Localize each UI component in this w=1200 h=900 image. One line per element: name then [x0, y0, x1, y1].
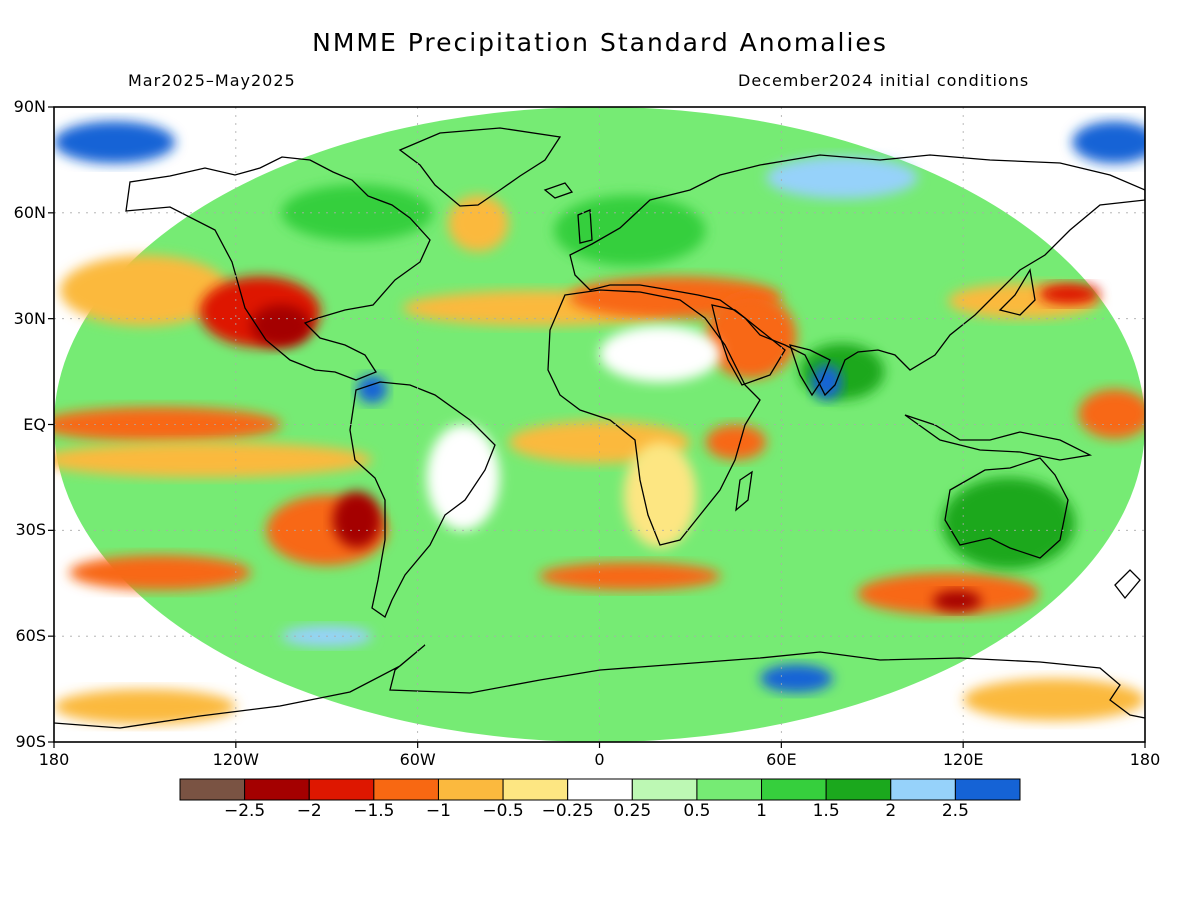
- anomaly-region-1: [54, 121, 176, 164]
- anomaly-region-6: [250, 304, 312, 347]
- colorbar-swatch: [631, 778, 698, 801]
- lon-label: 180: [1129, 750, 1161, 769]
- coast-new-zealand: [1114, 569, 1141, 600]
- coast-uk: [577, 209, 593, 244]
- lat-label: 30N: [13, 308, 46, 328]
- colorbar-label: −2: [296, 801, 322, 821]
- colorbar-swatch: [890, 778, 956, 801]
- colorbar-swatch: [244, 778, 310, 801]
- colorbar-swatch: [825, 778, 892, 801]
- anomaly-region-33: [760, 664, 833, 693]
- coastlines: [54, 127, 1145, 729]
- coast-greenland: [398, 127, 562, 207]
- anomaly-region-18: [705, 424, 767, 460]
- anomaly-region-30: [357, 375, 388, 404]
- colorbar-label: 0.25: [613, 801, 652, 821]
- initial-conditions: December2024 initial conditions: [738, 71, 1030, 90]
- anomaly-region-31: [54, 689, 236, 725]
- colorbar-swatch: [567, 778, 633, 801]
- anomaly-region-4: [60, 255, 230, 326]
- lat-label: EQ: [23, 414, 46, 434]
- colorbar-label: 1: [756, 801, 767, 821]
- colorbar-swatch: [502, 778, 569, 801]
- anomaly-region-21: [538, 562, 721, 591]
- anomaly-region-19: [623, 442, 697, 548]
- coast-australia: [944, 457, 1069, 559]
- axis-ticks: [48, 106, 1146, 748]
- anomaly-region-12: [54, 406, 282, 443]
- coast-africa: [547, 289, 761, 546]
- colorbar-swatch: [373, 778, 439, 801]
- colorbar: [179, 778, 1021, 801]
- anomaly-region-13: [54, 442, 373, 478]
- coast-iceland: [543, 182, 574, 199]
- colorbar-swatch: [761, 778, 827, 801]
- anomaly-region-24: [1078, 389, 1145, 439]
- anomaly-region-15: [332, 491, 382, 548]
- anomaly-region-23: [932, 590, 982, 612]
- colorbar-label: −1: [425, 801, 451, 821]
- colorbar-swatch: [437, 778, 504, 801]
- map-title: NMME Precipitation Standard Anomalies: [312, 28, 888, 57]
- lon-label: 60W: [399, 750, 436, 769]
- lat-label: 90N: [13, 97, 46, 116]
- anomaly-region-29: [941, 477, 1076, 570]
- lon-label: 120W: [212, 750, 259, 769]
- colorbar-label: 2.5: [941, 801, 969, 821]
- lon-label: 180: [38, 750, 70, 769]
- lon-label: 0: [594, 750, 605, 769]
- coast-south-america: [349, 381, 496, 618]
- colorbar-label: −2.5: [223, 801, 266, 821]
- colorbar-label: 0.5: [683, 801, 711, 821]
- colorbar-swatch: [308, 778, 375, 801]
- coast-north-america: [125, 156, 431, 381]
- lat-label: 90S: [15, 732, 46, 751]
- anomaly-region-26: [1038, 283, 1100, 305]
- anomaly-region-3: [766, 156, 918, 199]
- colorbar-label: 1.5: [812, 801, 840, 821]
- anomaly-region-10: [705, 293, 797, 379]
- anomaly-region-36: [281, 184, 433, 242]
- anomaly-region-28: [811, 364, 842, 400]
- anomaly-region-35: [554, 195, 706, 266]
- coast-india: [789, 344, 831, 397]
- anomaly-region-16: [426, 424, 500, 531]
- forecast-period: Mar2025–May2025: [128, 71, 296, 90]
- lat-label: 60S: [15, 626, 46, 646]
- graticule: [54, 107, 1145, 742]
- coast-arabia: [711, 304, 786, 386]
- anomaly-region-2: [1072, 121, 1145, 164]
- colorbar-label: 2: [885, 801, 897, 821]
- colorbar-swatch: [954, 778, 1021, 801]
- lat-label: 60N: [13, 202, 46, 222]
- colorbar-label: −0.5: [482, 801, 524, 821]
- lon-label: 60E: [766, 750, 797, 769]
- anomaly-region-7: [447, 195, 509, 252]
- anomaly-region-11: [599, 325, 721, 383]
- anomaly-region-32: [963, 678, 1145, 721]
- colorbar-swatch: [696, 778, 763, 801]
- lat-label: 30S: [15, 520, 46, 540]
- coast-antarctica: [54, 644, 1145, 729]
- coast-madagascar: [735, 470, 753, 512]
- coast-eurasia: [569, 154, 1145, 397]
- colorbar-swatch: [179, 778, 246, 801]
- colorbar-label: −0.25: [541, 801, 594, 821]
- anomaly-region-20: [69, 555, 251, 591]
- coast-japan: [998, 268, 1036, 316]
- lon-label: 120E: [942, 750, 984, 769]
- colorbar-label: −1.5: [353, 801, 395, 821]
- coast-maritime-continent: [904, 414, 1093, 461]
